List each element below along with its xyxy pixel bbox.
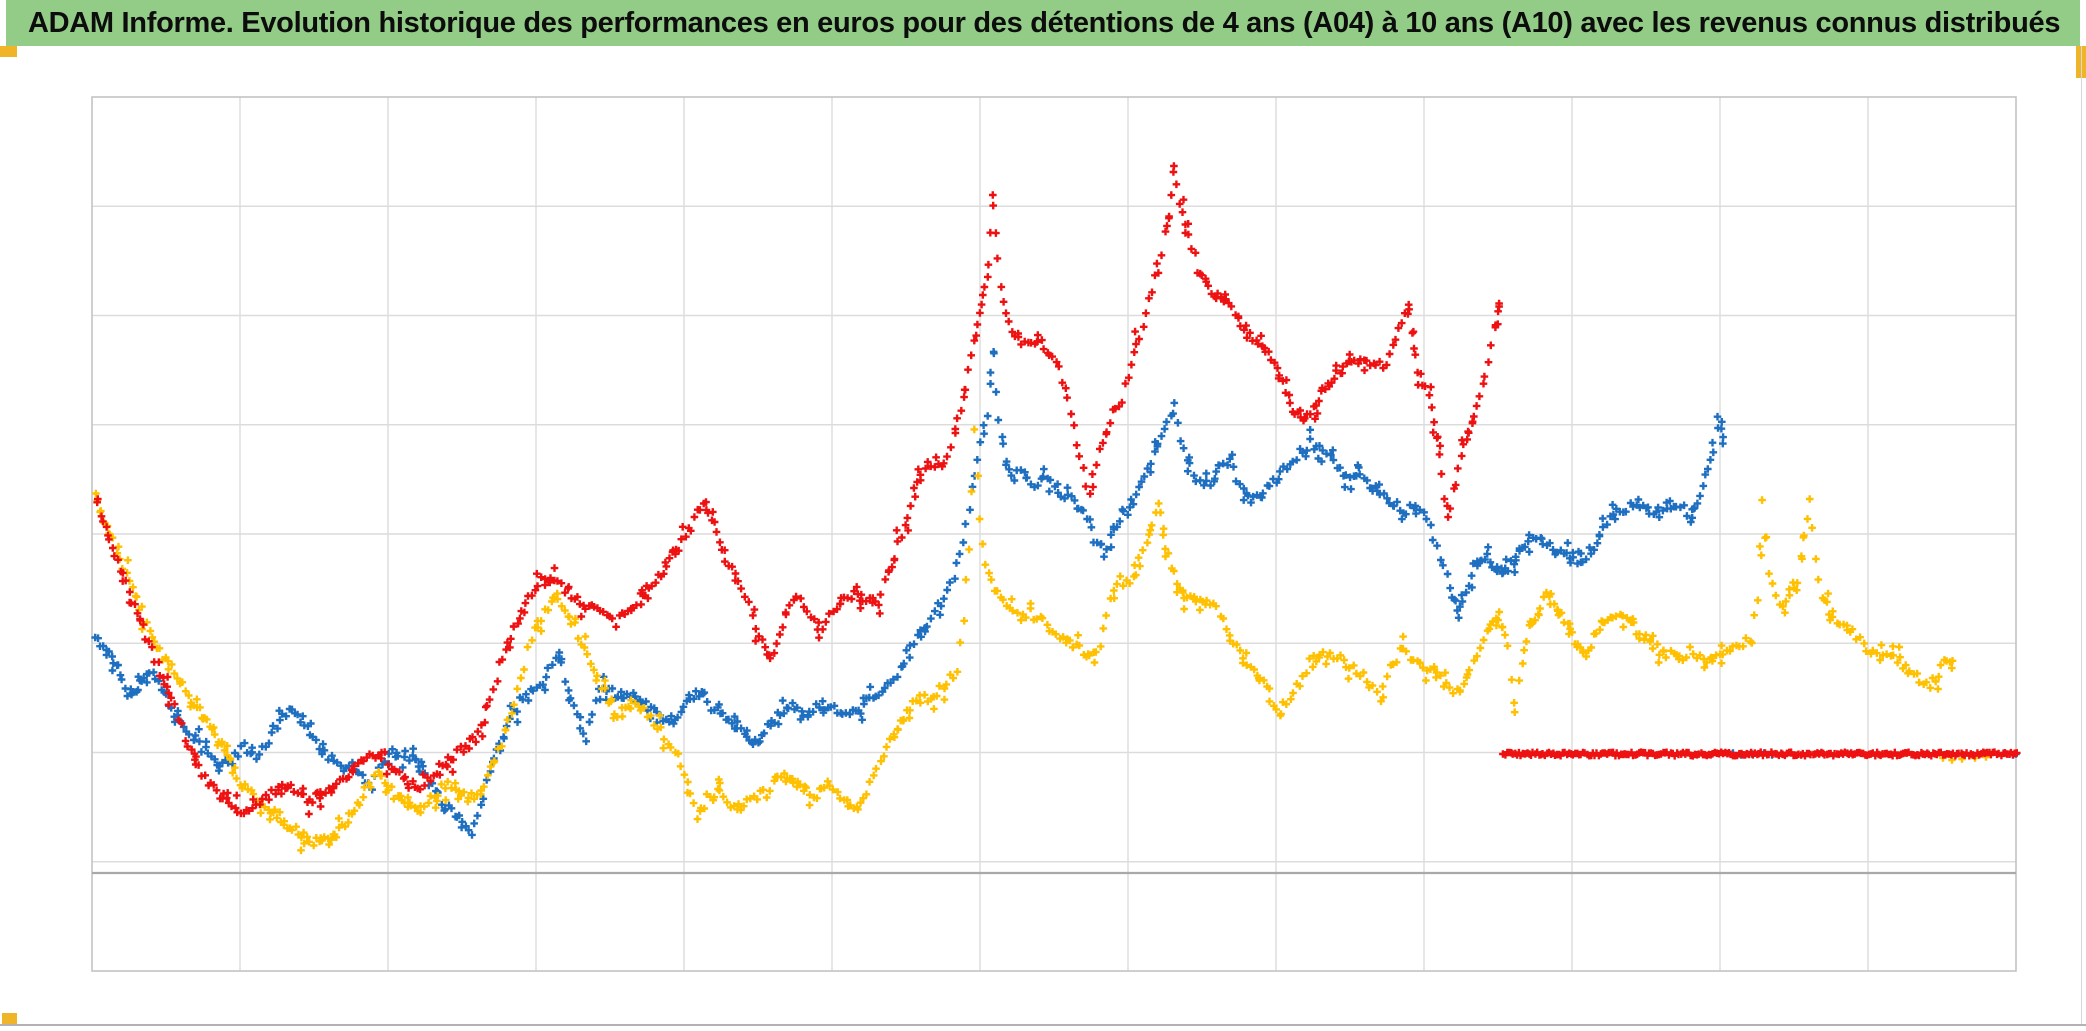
corner-accent-top-left [0,46,17,57]
series-red-markers [93,162,2021,818]
series-blue-markers [91,348,2020,839]
right-divider-line [2081,46,2082,1024]
page-title: ADAM Informe. Evolution historique des p… [28,6,2061,39]
series-yellow-markers [92,425,1990,855]
performance-scatter-chart [91,96,2021,972]
title-bar: ADAM Informe. Evolution historique des p… [6,0,2080,46]
corner-accent-bottom-left [2,1013,17,1026]
bottom-divider-line [0,1024,2086,1026]
chart-gridlines [91,96,2017,972]
chart-series-markers [91,162,2021,855]
chart-area [0,46,2086,1031]
